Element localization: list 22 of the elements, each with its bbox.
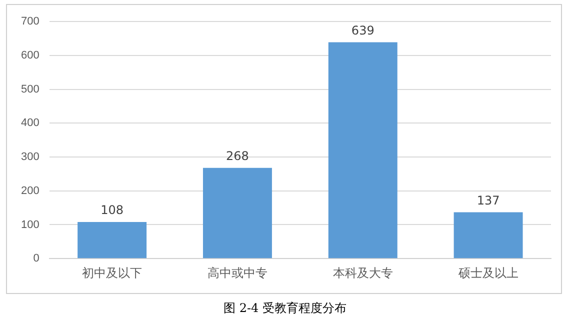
y-tick-label: 400 (20, 117, 40, 130)
data-label: 108 (100, 203, 124, 218)
y-tick-label: 600 (20, 49, 40, 62)
x-tick-label: 硕士及以上 (457, 266, 518, 280)
data-label: 639 (351, 23, 374, 38)
y-tick-label: 100 (20, 218, 40, 231)
bar (454, 212, 523, 258)
y-tick-label: 200 (20, 184, 40, 197)
bar (78, 222, 147, 258)
x-tick-label: 本科及大专 (332, 266, 393, 280)
chart-frame: 初中及以下 高中或中专 本科及大专 硕士及以上 0 100 200 300 400 500 600 700 108 268 639 137 (6, 4, 562, 294)
x-tick-label: 高中或中专 (207, 266, 268, 280)
data-label: 268 (226, 148, 249, 163)
data-label: 137 (476, 193, 500, 208)
y-tick-label: 700 (20, 16, 40, 28)
y-tick-label: 300 (20, 151, 40, 164)
y-tick-label: 0 (33, 252, 40, 265)
bar (328, 42, 398, 258)
x-tick-label: 初中及以下 (82, 266, 142, 280)
caption: 图 2-4 受教育程度分布 (222, 300, 348, 317)
y-tick-label: 500 (20, 83, 40, 96)
bar (202, 168, 272, 258)
